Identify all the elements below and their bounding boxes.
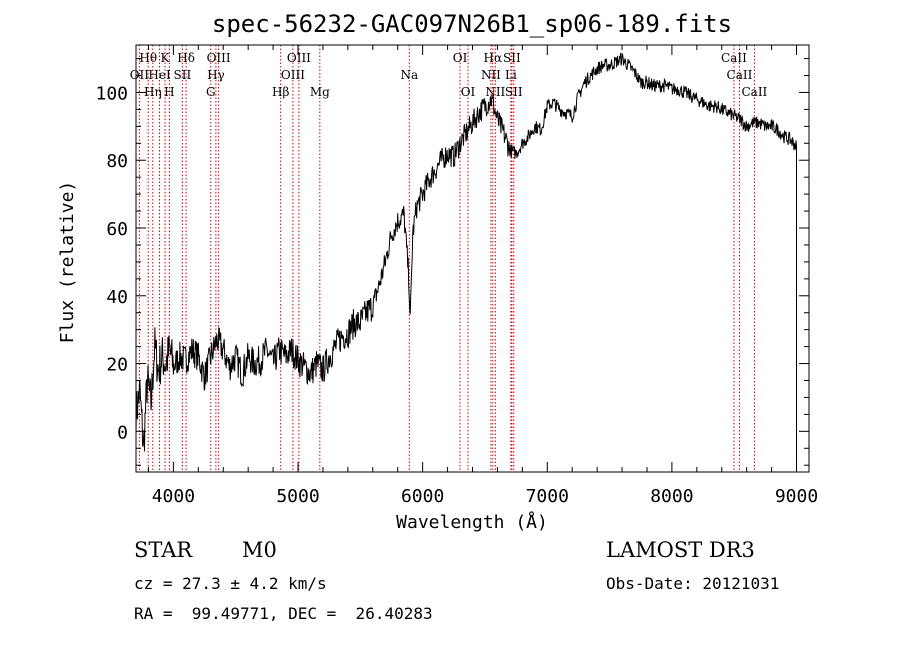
line-label-25: CaII bbox=[727, 68, 753, 82]
y-tick-label-4: 80 bbox=[106, 151, 128, 172]
line-label-5: H bbox=[164, 85, 174, 99]
coordinates: RA = 99.49771, DEC = 26.40283 bbox=[134, 604, 433, 623]
line-label-6: SII bbox=[174, 68, 192, 82]
y-axis-ticks: 0 20 40 60 80 100 bbox=[95, 58, 809, 466]
line-label-1: Hθ bbox=[139, 51, 157, 65]
line-label-20: NII bbox=[485, 85, 505, 99]
x-tick-label-5: 9000 bbox=[775, 486, 818, 507]
line-label-2: Hη bbox=[144, 85, 162, 99]
object-subclass: M0 bbox=[242, 538, 277, 562]
line-label-16: OI bbox=[453, 51, 468, 65]
redshift-velocity: cz = 27.3 ± 4.2 km/s bbox=[134, 574, 327, 593]
y-tick-label-3: 60 bbox=[106, 219, 128, 240]
x-tick-label-0: 4000 bbox=[152, 486, 195, 507]
x-tick-label-4: 8000 bbox=[650, 486, 693, 507]
line-label-11: Hβ bbox=[272, 85, 289, 99]
observation-date: Obs-Date: 20121031 bbox=[606, 574, 780, 593]
line-label-12: OIII bbox=[281, 68, 305, 82]
line-label-24: CaII bbox=[721, 51, 747, 65]
y-tick-label-2: 40 bbox=[106, 287, 128, 308]
line-label-3: HeI bbox=[148, 68, 171, 82]
line-label-14: Mg bbox=[310, 85, 330, 99]
line-label-13: OIII bbox=[287, 51, 311, 65]
survey-name: LAMOST DR3 bbox=[606, 538, 755, 562]
spectral-line-markers bbox=[138, 45, 755, 472]
plot-frame bbox=[135, 44, 810, 473]
line-label-26: CaII bbox=[741, 85, 767, 99]
line-label-7: Hδ bbox=[177, 51, 195, 65]
x-axis-label: Wavelength (Å) bbox=[396, 511, 548, 533]
line-label-10: OIII bbox=[207, 51, 231, 65]
x-axis-ticks: 4000 5000 6000 7000 8000 9000 bbox=[147, 45, 818, 507]
line-label-17: OI bbox=[461, 85, 476, 99]
line-label-22: SII bbox=[503, 51, 521, 65]
line-label-19: Hα bbox=[484, 51, 503, 65]
line-label-21: Li bbox=[505, 68, 517, 82]
x-tick-label-2: 6000 bbox=[401, 486, 444, 507]
y-tick-label-0: 0 bbox=[117, 422, 128, 443]
line-label-4: K bbox=[161, 51, 171, 65]
x-tick-label-3: 7000 bbox=[526, 486, 569, 507]
chart-title: spec-56232-GAC097N26B1_sp06-189.fits bbox=[212, 10, 732, 38]
x-tick-label-1: 5000 bbox=[276, 486, 319, 507]
line-label-15: Na bbox=[400, 68, 418, 82]
spectrum-line bbox=[135, 52, 797, 472]
y-tick-label-5: 100 bbox=[95, 83, 128, 104]
line-label-9: Hγ bbox=[207, 68, 225, 82]
line-label-23: SII bbox=[505, 85, 523, 99]
y-tick-label-1: 20 bbox=[106, 355, 128, 376]
line-label-18: NII bbox=[481, 68, 501, 82]
object-class: STAR bbox=[134, 538, 193, 562]
y-axis-label: Flux (relative) bbox=[57, 181, 78, 344]
line-label-8: G bbox=[206, 85, 216, 99]
